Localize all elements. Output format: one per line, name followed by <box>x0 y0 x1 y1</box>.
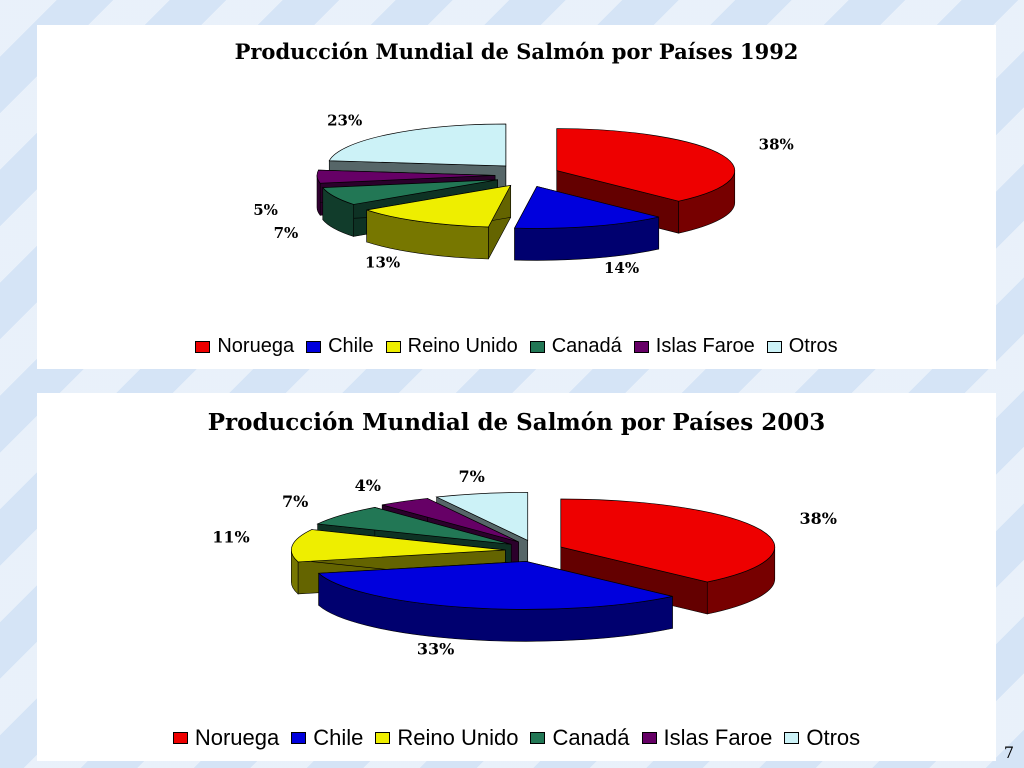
chart-legend: Noruega Chile Reino Unido Canadá Islas Faroe… <box>37 335 996 358</box>
slice-top <box>316 507 512 545</box>
data-label: 33% <box>417 640 454 659</box>
slice-top <box>435 492 529 542</box>
data-label: 13% <box>365 253 400 271</box>
legend-label: Reino Unido <box>407 335 518 357</box>
legend-item: Canadá <box>530 725 630 751</box>
data-label: 7% <box>282 492 308 511</box>
legend-item: Chile <box>306 335 374 358</box>
pie-slice-chile <box>317 560 673 642</box>
data-label: 23% <box>327 112 362 130</box>
legend-item: Canadá <box>529 335 622 358</box>
slice-top <box>328 123 507 167</box>
chart-title: Producción Mundial de Salmón por Países … <box>234 39 799 64</box>
slice-top <box>316 169 496 184</box>
data-label: 11% <box>212 528 249 547</box>
page-number: 7 <box>1003 743 1014 762</box>
legend-item: Noruega <box>195 335 294 358</box>
pie-chart-1992: 38% 14% 13% 7% 5% 23% <box>253 112 794 278</box>
data-label: 5% <box>253 201 278 219</box>
legend-item: Islas Faroe <box>641 725 773 751</box>
legend-label: Noruega <box>217 335 295 357</box>
legend-label: Reino Unido <box>397 725 519 750</box>
legend-label: Canadá <box>552 725 630 750</box>
legend-item: Reino Unido <box>385 335 518 358</box>
data-label: 7% <box>274 224 299 242</box>
pie-slice-reino-unido <box>366 184 512 260</box>
legend-label: Canadá <box>551 335 622 357</box>
legend-swatch <box>306 340 322 353</box>
legend-swatch <box>195 340 211 353</box>
slice-top <box>556 128 736 202</box>
legend-item: Islas Faroe <box>633 335 755 358</box>
legend-label: Chile <box>328 335 374 357</box>
slice-top <box>382 498 519 543</box>
legend-label: Otros <box>806 725 861 750</box>
chart-panel-2003: Producción Mundial de Salmón por Países … <box>37 393 996 761</box>
pie-slice-chile <box>514 186 660 261</box>
legend-swatch <box>641 732 657 744</box>
legend-item: Reino Unido <box>375 725 518 751</box>
legend-swatch <box>375 732 391 744</box>
legend-item: Otros <box>784 725 860 751</box>
chart-legend: Noruega Chile Reino Unido Canadá Islas Faroe… <box>37 725 996 751</box>
legend-item: Noruega <box>172 725 280 751</box>
data-label: 14% <box>604 259 639 277</box>
slice-top <box>560 498 776 583</box>
legend-item: Chile <box>291 725 363 751</box>
slice-top <box>322 179 498 205</box>
legend-item: Otros <box>766 335 838 358</box>
pie-chart-2003: 38% 33% 11% 7% 4% 7% <box>212 467 837 659</box>
data-label: 38% <box>800 509 837 528</box>
legend-swatch <box>784 732 800 744</box>
legend-swatch <box>633 340 649 353</box>
legend-swatch <box>172 732 188 744</box>
legend-label: Noruega <box>194 725 280 750</box>
chart-panel-1992: Producción Mundial de Salmón por Países … <box>37 25 996 369</box>
legend-swatch <box>530 732 546 744</box>
chart-title: Producción Mundial de Salmón por Países … <box>207 409 826 436</box>
slice-top <box>317 561 673 610</box>
legend-label: Islas Faroe <box>663 725 773 750</box>
legend-swatch <box>766 340 782 353</box>
data-label: 4% <box>355 476 381 495</box>
data-label: 38% <box>759 136 794 154</box>
slice-top <box>291 529 506 563</box>
legend-label: Otros <box>788 335 838 357</box>
slice-top <box>366 184 512 228</box>
legend-label: Islas Faroe <box>655 335 755 357</box>
data-label: 7% <box>459 467 485 486</box>
legend-swatch <box>529 340 545 353</box>
legend-swatch <box>385 340 401 353</box>
legend-swatch <box>291 732 307 744</box>
legend-label: Chile <box>313 725 364 750</box>
slice-top <box>514 186 659 229</box>
